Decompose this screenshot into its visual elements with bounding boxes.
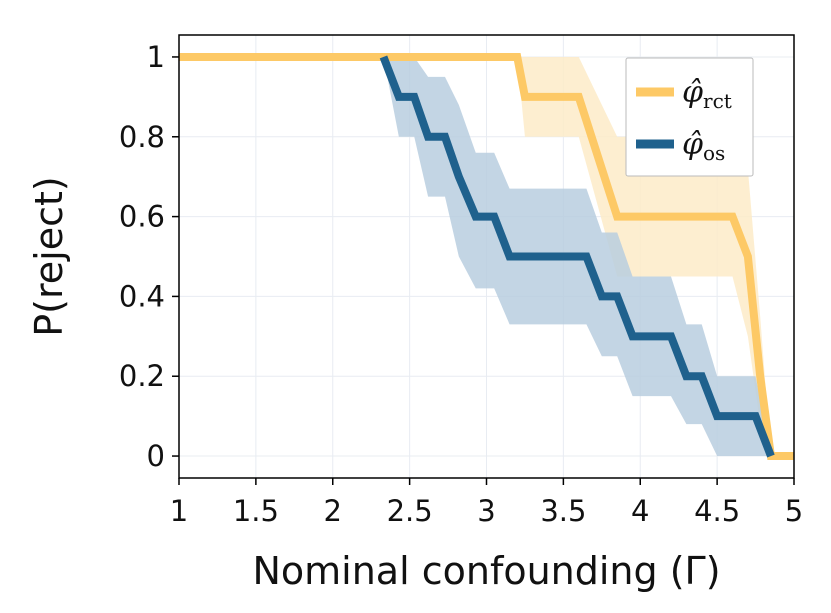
y-tick-label: 0.6 [119,200,165,234]
x-tick-label: 3 [477,494,495,528]
x-tick-label: 4.5 [694,494,740,528]
y-tick-label: 0.8 [119,120,165,154]
x-tick-label: 1 [170,494,188,528]
line-rct [179,52,794,461]
series-lines [178,52,795,461]
x-tick-label: 5 [785,494,803,528]
x-tick-label: 2 [324,494,342,528]
x-axis: 1 1.5 2 2.5 3 3.5 4 4.5 5 [170,478,803,528]
x-tick-label: 3.5 [540,494,586,528]
x-tick-label: 4 [631,494,649,528]
legend-subscript-os: os [703,141,725,165]
y-axis-label: P(reject) [27,176,71,336]
y-axis: 0 0.2 0.4 0.6 0.8 1 [119,40,179,473]
legend-subscript-rct: rct [703,89,732,113]
y-tick-label: 1 [147,40,165,74]
x-tick-label: 1.5 [233,494,279,528]
y-tick-label: 0.4 [119,279,165,313]
x-tick-label: 2.5 [387,494,433,528]
y-tick-label: 0 [147,439,165,473]
y-tick-label: 0.2 [119,359,165,393]
x-axis-label: Nominal confounding (Γ) [252,549,720,593]
